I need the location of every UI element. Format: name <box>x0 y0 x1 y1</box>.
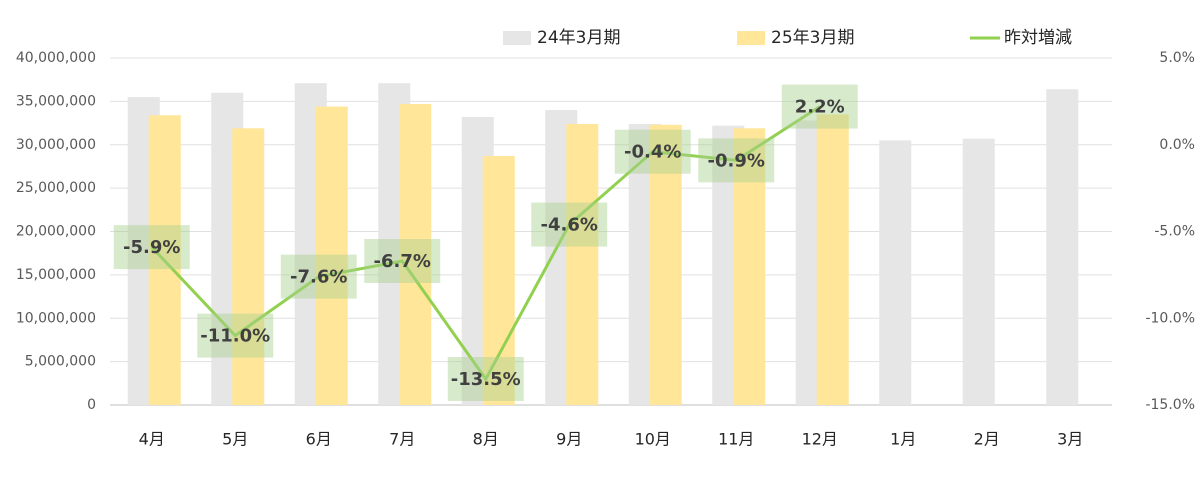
bar <box>1046 89 1079 405</box>
legend-label: 昨対増減 <box>1004 28 1072 48</box>
data-label-box <box>698 138 775 183</box>
data-label: -11.0% <box>200 326 270 347</box>
y2-tick-label: 5.0% <box>1159 50 1195 66</box>
y-tick-label: 15,000,000 <box>16 267 96 283</box>
data-label-box <box>614 129 691 174</box>
y2-tick-label: -5.0% <box>1154 224 1195 240</box>
bar <box>482 156 515 405</box>
legend-swatch <box>503 31 531 45</box>
data-label: -5.9% <box>123 237 180 258</box>
data-label: -6.7% <box>374 251 431 272</box>
bar <box>315 106 348 405</box>
y-tick-label: 40,000,000 <box>16 50 96 66</box>
data-label-box <box>781 84 858 129</box>
data-label-box <box>280 254 357 299</box>
legend-label: 25年3月期 <box>771 28 854 48</box>
data-label: -0.9% <box>708 150 765 171</box>
y-tick-label: 25,000,000 <box>16 180 96 196</box>
legend-swatch <box>737 31 765 45</box>
data-label-box <box>447 356 524 401</box>
x-tick-label: 7月 <box>389 430 415 449</box>
x-tick-label: 1月 <box>890 430 916 449</box>
x-tick-label: 11月 <box>718 430 754 449</box>
data-label: -0.4% <box>624 142 681 163</box>
x-tick-label: 9月 <box>556 430 582 449</box>
x-tick-label: 2月 <box>974 430 1000 449</box>
data-label-box <box>113 225 190 270</box>
bar <box>816 114 849 405</box>
data-label-box <box>531 202 608 247</box>
y2-tick-label: -10.0% <box>1145 310 1195 326</box>
data-label-box <box>364 238 441 283</box>
data-label: 2.2% <box>795 97 845 118</box>
y-tick-label: 0 <box>87 397 96 413</box>
x-tick-label: 6月 <box>306 430 332 449</box>
y-tick-label: 5,000,000 <box>25 354 96 370</box>
legend-label: 24年3月期 <box>537 28 620 48</box>
x-tick-label: 10月 <box>635 430 671 449</box>
x-tick-label: 8月 <box>473 430 499 449</box>
bar <box>399 103 432 405</box>
y2-tick-label: 0.0% <box>1159 137 1195 153</box>
y-tick-label: 30,000,000 <box>16 137 96 153</box>
y-tick-label: 20,000,000 <box>16 224 96 240</box>
bar <box>962 138 995 406</box>
y2-tick-label: -15.0% <box>1145 397 1195 413</box>
y-tick-label: 10,000,000 <box>16 310 96 326</box>
data-label: -7.6% <box>290 267 347 288</box>
x-tick-label: 3月 <box>1057 430 1083 449</box>
x-tick-label: 5月 <box>222 430 248 449</box>
data-label: -13.5% <box>451 369 521 390</box>
bar <box>649 124 682 406</box>
bar <box>879 140 912 405</box>
x-tick-label: 12月 <box>802 430 838 449</box>
line <box>150 105 821 382</box>
bar <box>566 123 599 406</box>
x-tick-label: 4月 <box>139 430 165 449</box>
bar <box>733 128 766 405</box>
bar <box>232 128 265 405</box>
y-tick-label: 35,000,000 <box>16 93 96 109</box>
data-label: -4.6% <box>541 215 598 236</box>
data-label-box <box>197 313 274 358</box>
